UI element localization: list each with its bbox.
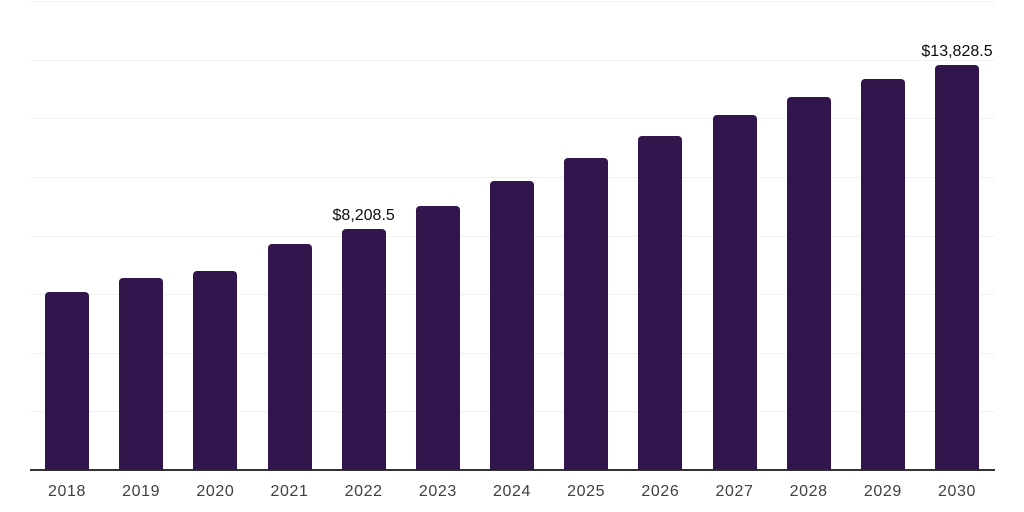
data-label-2030: $13,828.5 <box>921 42 993 60</box>
x-axis-label-2020: 2020 <box>196 483 235 500</box>
bar-2028 <box>786 96 831 470</box>
bar-2026 <box>638 136 683 470</box>
bar-2027 <box>712 114 757 470</box>
gridline-10000 <box>30 176 995 178</box>
data-label-2022: $8,208.5 <box>332 207 395 225</box>
x-axis-label-2030: 2030 <box>938 483 976 500</box>
x-axis-label-2023: 2023 <box>418 483 457 500</box>
bar-2030 <box>935 64 979 470</box>
bar-2022 <box>341 229 386 470</box>
bar-2024 <box>490 180 534 470</box>
x-axis-label-2024: 2024 <box>493 483 531 500</box>
bar-2018 <box>45 291 89 470</box>
x-axis-label-2027: 2027 <box>715 483 754 500</box>
x-axis-label-2022: 2022 <box>344 483 383 500</box>
bar-2023 <box>415 206 460 470</box>
gridline-14000 <box>30 59 995 61</box>
x-axis-label-2029: 2029 <box>863 483 902 500</box>
bar-2019 <box>119 278 164 470</box>
x-axis-label-2025: 2025 <box>567 483 606 500</box>
x-axis-label-2021: 2021 <box>270 483 309 500</box>
x-axis-line <box>30 469 995 471</box>
bar-2021 <box>267 243 312 470</box>
gridline-12000 <box>30 118 995 120</box>
bar-2020 <box>193 271 238 470</box>
x-axis-label-2028: 2028 <box>789 483 828 500</box>
gridline-16000 <box>30 1 995 2</box>
x-axis-label-2018: 2018 <box>48 483 86 500</box>
bar-2029 <box>860 78 905 470</box>
x-axis-label-2026: 2026 <box>641 483 680 500</box>
bar-2025 <box>564 158 609 470</box>
x-axis-label-2019: 2019 <box>122 483 161 500</box>
